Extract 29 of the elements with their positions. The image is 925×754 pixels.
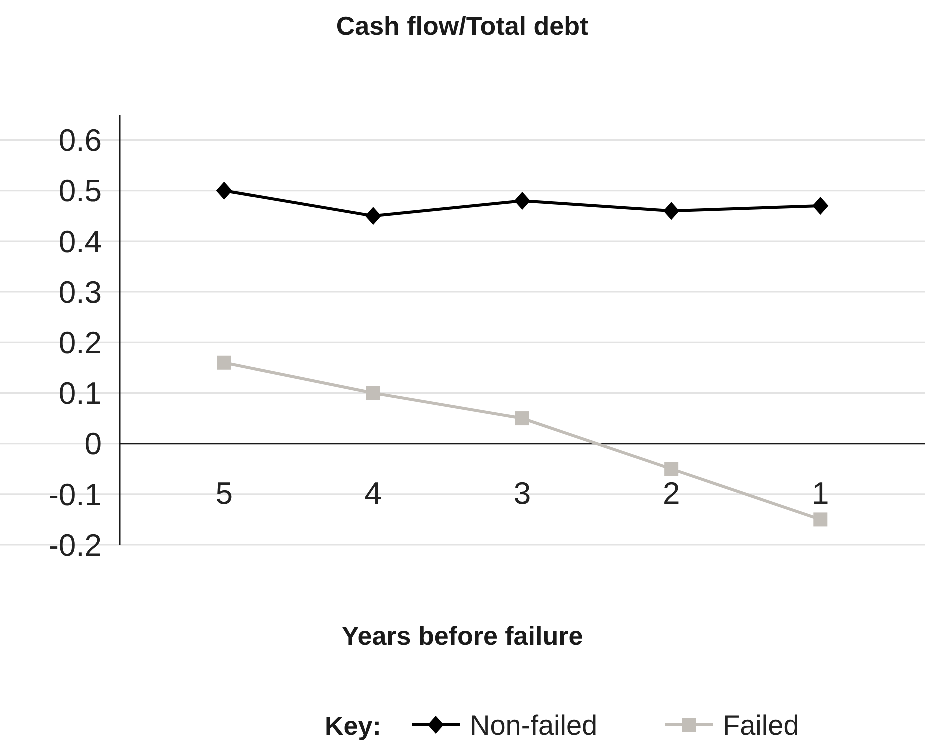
y-tick-label: 0.4 — [58, 224, 102, 260]
y-tick-label: 0.3 — [58, 274, 102, 310]
legend-label: Non-failed — [470, 710, 598, 741]
point — [366, 386, 380, 400]
chart-title: Cash flow/Total debt — [336, 11, 589, 41]
point — [664, 462, 679, 476]
x-tick-label: 4 — [364, 476, 382, 511]
point — [514, 192, 530, 210]
y-tick-label: -0.1 — [48, 477, 102, 512]
y-tick-label: 0 — [84, 426, 102, 462]
x-axis-title: Years before failure — [342, 621, 584, 651]
legend-label: Failed — [723, 710, 800, 741]
point — [814, 512, 828, 527]
y-tick-label: 0.1 — [58, 376, 102, 412]
legend-title: Key: — [325, 711, 382, 741]
point — [664, 202, 680, 220]
point — [812, 197, 829, 216]
y-tick-label: 0.2 — [58, 325, 102, 360]
point — [365, 207, 382, 226]
point — [217, 356, 232, 370]
x-tick-label: 1 — [812, 476, 830, 511]
x-tick-label: 3 — [514, 476, 532, 511]
x-tick-label: 2 — [662, 476, 680, 511]
point — [216, 182, 232, 200]
point — [516, 412, 530, 426]
x-tick-label: 5 — [216, 476, 233, 511]
y-tick-label: 0.6 — [58, 123, 102, 158]
y-tick-label: -0.2 — [48, 528, 102, 563]
y-tick-label: 0.5 — [58, 174, 102, 209]
